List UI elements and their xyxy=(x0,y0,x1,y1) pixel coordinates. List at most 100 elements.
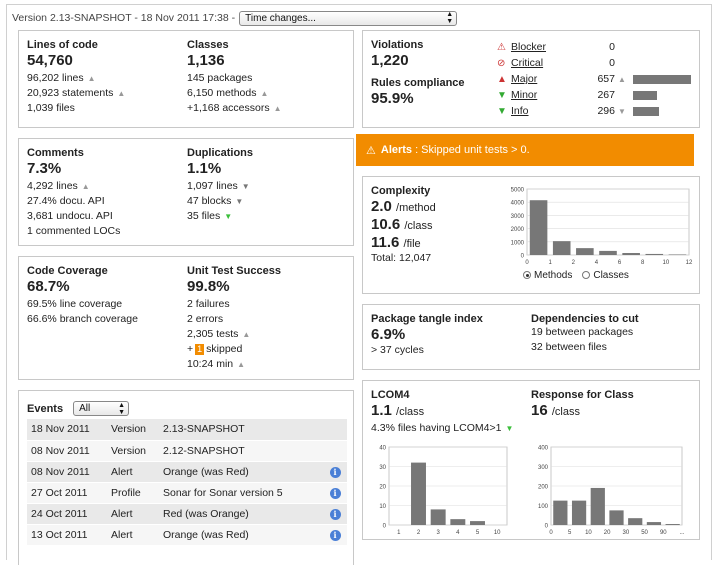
radio-methods[interactable]: Methods xyxy=(523,270,572,281)
cycles[interactable]: > 37 cycles xyxy=(371,344,424,356)
event-row[interactable]: 27 Oct 2011 Profile Sonar for Sonar versio… xyxy=(27,482,347,504)
x-tick-label: ... xyxy=(679,530,684,536)
bar-2 xyxy=(411,462,426,525)
rfc-value[interactable]: 16 xyxy=(531,402,548,419)
undocu-api[interactable]: 3,681 undocu. API xyxy=(27,210,113,222)
docu-api[interactable]: 27.4% docu. API xyxy=(27,195,105,207)
classes-value[interactable]: 1,136 xyxy=(187,52,225,69)
x-tick-label: 4 xyxy=(456,530,460,536)
y-tick-label: 5000 xyxy=(511,188,525,194)
duplications-value[interactable]: 1.1% xyxy=(187,160,222,177)
skipped-prefix: + xyxy=(187,343,194,355)
x-tick-label: 10 xyxy=(585,530,592,536)
complexity-per-class[interactable]: 10.6 xyxy=(371,216,401,233)
lcom-value[interactable]: 1.1 xyxy=(371,402,392,419)
x-tick-label: 0 xyxy=(525,260,529,266)
packages[interactable]: 145 packages xyxy=(187,72,253,84)
rules-compliance-value[interactable]: 95.9% xyxy=(371,90,414,107)
x-tick-label: 50 xyxy=(641,530,648,536)
test-failures[interactable]: 2 failures xyxy=(187,298,230,310)
unit-test-value[interactable]: 99.8% xyxy=(187,278,230,295)
x-tick-label: 90 xyxy=(660,530,667,536)
line-coverage[interactable]: 69.5% line coverage xyxy=(27,298,123,310)
skipped-badge[interactable]: 1 xyxy=(195,344,205,355)
skipped-tests[interactable]: skipped xyxy=(206,343,243,355)
x-tick-label: 4 xyxy=(595,260,599,266)
event-row[interactable]: 08 Nov 2011 Alert Orange (was Red) i xyxy=(27,461,347,483)
comment-lines[interactable]: 4,292 lines xyxy=(27,180,78,192)
test-duration[interactable]: 10:24 min xyxy=(187,358,234,370)
events-widget: Events All ▲ ▼ 18 Nov 2011 Version 2.13-SNA… xyxy=(18,390,354,565)
info-icon[interactable]: i xyxy=(329,529,341,541)
severity-link[interactable]: Blocker xyxy=(511,41,547,53)
severity-link[interactable]: Critical xyxy=(511,57,544,69)
commented-locs[interactable]: 1 commented LOCs xyxy=(27,225,121,237)
x-tick-label: 10 xyxy=(663,260,670,266)
x-tick-label: 2 xyxy=(417,530,421,536)
severity-row-info: ▼ Info 296 ▼ xyxy=(497,103,691,119)
files[interactable]: 1,039 files xyxy=(27,102,75,114)
event-info-cell: i xyxy=(319,503,347,525)
complexity-per-method[interactable]: 2.0 xyxy=(371,198,392,215)
complexity-per-file[interactable]: 11.6 xyxy=(371,234,400,251)
event-row[interactable]: 13 Oct 2011 Alert Orange (was Red) i xyxy=(27,524,347,546)
info-icon[interactable]: i xyxy=(329,466,341,478)
event-row[interactable]: 08 Nov 2011 Version 2.12-SNAPSHOT xyxy=(27,440,347,462)
severity-link[interactable]: Major xyxy=(511,73,538,85)
tests-count[interactable]: 2,305 tests xyxy=(187,328,239,340)
severity-count[interactable]: 0 xyxy=(609,41,615,53)
total-lines[interactable]: 96,202 lines xyxy=(27,72,84,84)
methods[interactable]: 6,150 methods xyxy=(187,87,257,99)
event-name: 2.12-SNAPSHOT xyxy=(159,440,319,462)
event-category: Version xyxy=(107,419,159,441)
duplications-col: Duplications 1.1% 1,097 lines ▼ 47 blocks… xyxy=(187,147,253,224)
accessors[interactable]: +1,168 accessors xyxy=(187,102,270,114)
event-category: Profile xyxy=(107,482,159,504)
duplicated-files[interactable]: 35 files xyxy=(187,210,221,222)
severity-count[interactable]: 267 xyxy=(597,89,615,101)
comments-value[interactable]: 7.3% xyxy=(27,160,62,177)
severity-link[interactable]: Info xyxy=(511,105,529,117)
statements[interactable]: 20,923 statements xyxy=(27,87,114,99)
x-tick-label: 20 xyxy=(604,530,611,536)
deps-files[interactable]: 32 between files xyxy=(531,341,607,353)
y-tick-label: 20 xyxy=(379,485,386,491)
trend-down-green-icon: ▼ xyxy=(224,212,233,221)
tangle-value[interactable]: 6.9% xyxy=(371,326,406,343)
branch-coverage[interactable]: 66.6% branch coverage xyxy=(27,313,138,325)
bar-30 xyxy=(628,518,643,525)
code-coverage-value[interactable]: 68.7% xyxy=(27,278,70,295)
event-category: Version xyxy=(107,440,159,462)
y-tick-label: 10 xyxy=(379,504,386,510)
lcom-files[interactable]: 4.3% files having LCOM4>1 xyxy=(371,422,502,434)
rfc-unit: /class xyxy=(551,406,580,418)
critical-icon: ⊘ xyxy=(497,57,506,69)
event-row[interactable]: 24 Oct 2011 Alert Red (was Orange) i xyxy=(27,503,347,525)
severity-count[interactable]: 0 xyxy=(609,57,615,69)
x-tick-label: 8 xyxy=(641,260,645,266)
info-icon[interactable]: i xyxy=(329,487,341,499)
duplicated-lines[interactable]: 1,097 lines xyxy=(187,180,238,192)
lines-of-code-value[interactable]: 54,760 xyxy=(27,52,73,69)
test-errors[interactable]: 2 errors xyxy=(187,313,224,325)
bar-3 xyxy=(430,509,446,525)
complexity-total[interactable]: Total: 12,047 xyxy=(371,252,432,264)
severity-row-critical: ⊘ Critical 0 xyxy=(497,55,691,71)
events-label: Events xyxy=(27,402,64,415)
size-widget: Lines of code 54,760 96,202 lines ▲ 20,92… xyxy=(18,30,354,128)
trend-down-icon: ▼ xyxy=(235,197,244,206)
severity-link[interactable]: Minor xyxy=(511,89,538,101)
radio-classes[interactable]: Classes xyxy=(582,270,629,281)
time-changes-select[interactable]: Time changes... ▲ ▼ xyxy=(239,10,458,26)
events-filter-select[interactable]: All ▲ ▼ xyxy=(73,401,130,416)
info-icon[interactable]: i xyxy=(329,508,341,520)
duplicated-blocks[interactable]: 47 blocks xyxy=(187,195,232,207)
violations-value[interactable]: 1,220 xyxy=(371,52,409,69)
x-tick-label: 12 xyxy=(686,260,693,266)
severity-count[interactable]: 296 xyxy=(597,105,615,117)
deps-packages[interactable]: 19 between packages xyxy=(531,326,634,338)
lines-of-code-col: Lines of code 54,760 96,202 lines ▲ 20,92… xyxy=(27,39,125,116)
event-row[interactable]: 18 Nov 2011 Version 2.13-SNAPSHOT xyxy=(27,419,347,441)
severity-count[interactable]: 657 xyxy=(597,73,615,85)
severity-row-major: ▲ Major 657 ▲ xyxy=(497,71,691,87)
